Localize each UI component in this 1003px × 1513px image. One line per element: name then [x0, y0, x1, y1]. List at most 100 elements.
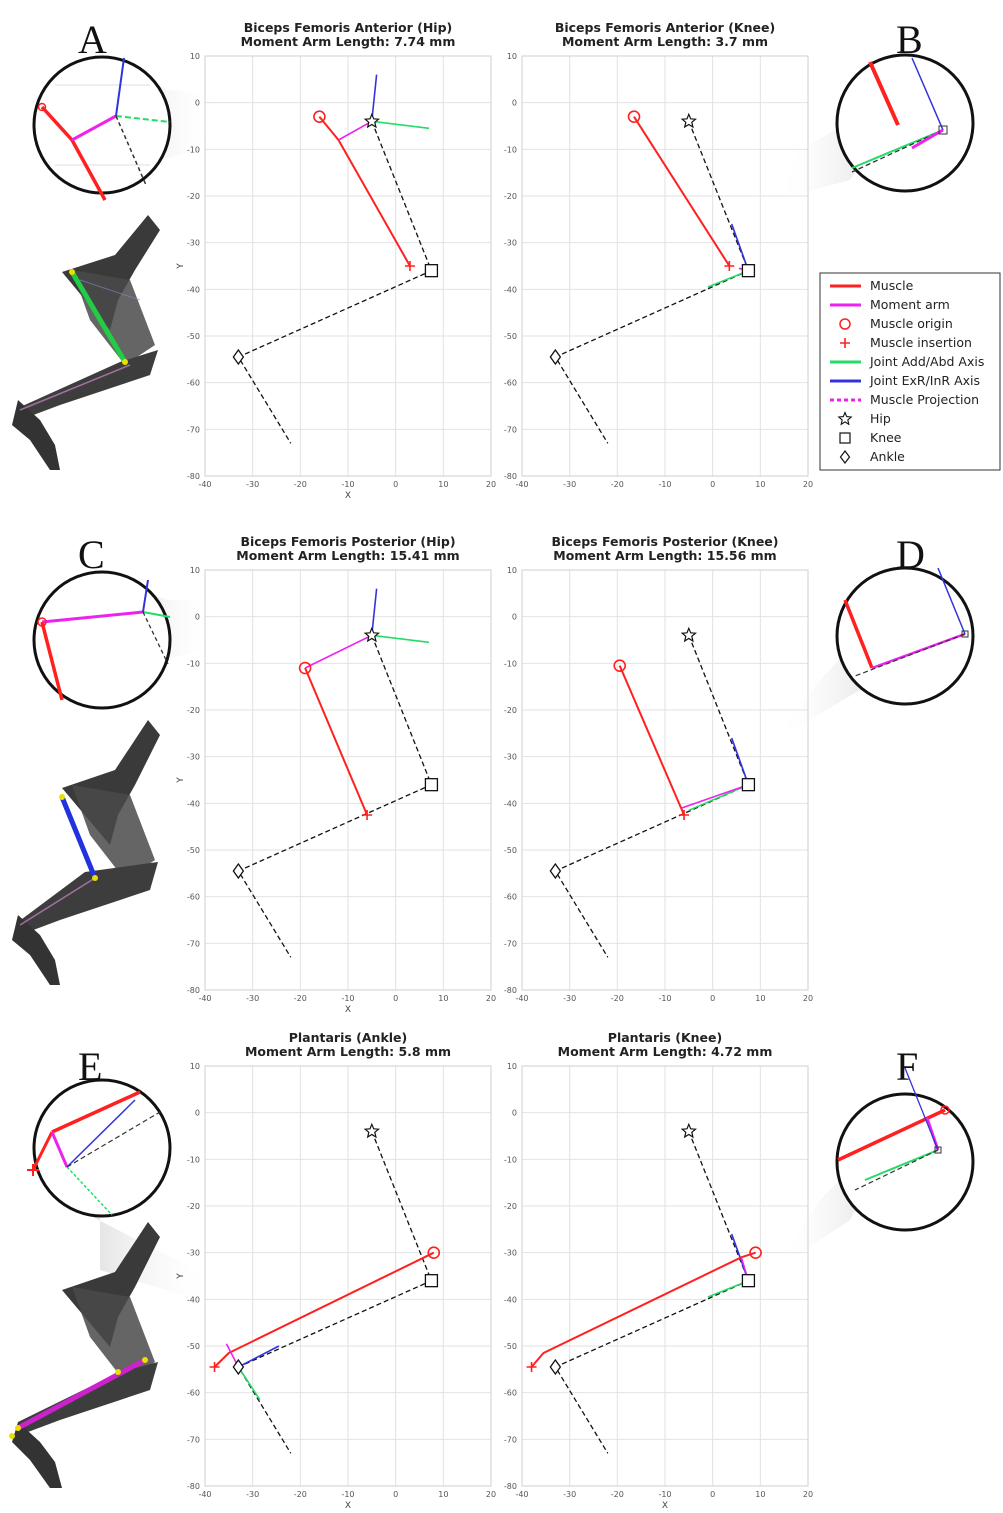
ankle-marker — [232, 348, 245, 366]
chart-panel-3: Biceps Femoris Posterior (Hip)Moment Arm… — [176, 534, 496, 1015]
y-tick-label: 10 — [190, 1062, 200, 1071]
x-tick-label: 10 — [438, 994, 448, 1003]
x-tick-label: -40 — [515, 480, 528, 489]
muscle-insertion-marker — [724, 261, 735, 271]
x-axis-label: X — [345, 1005, 351, 1015]
legend-item: Joint Add/Abd Axis — [830, 354, 984, 369]
x-tick-label: -20 — [294, 1490, 307, 1499]
x-tick-label: -20 — [611, 994, 624, 1003]
legend-label: Moment arm — [870, 297, 950, 312]
plot-title-line-2: Moment Arm Length: 3.7 mm — [562, 34, 768, 49]
joint-exr-inr-axis — [371, 588, 378, 636]
x-tick-label: 0 — [393, 1490, 398, 1499]
legend-label: Muscle insertion — [870, 335, 972, 350]
x-tick-label: -20 — [611, 480, 624, 489]
legend-item: Knee — [839, 430, 902, 445]
legend-item: Muscle origin — [839, 316, 953, 331]
x-tick-label: 10 — [438, 480, 448, 489]
legend-label: Joint Add/Abd Axis — [869, 354, 984, 369]
inset-b — [835, 53, 975, 193]
muscle-path — [618, 665, 686, 816]
x-axis-label: X — [345, 491, 351, 501]
zoom-cones — [60, 62, 905, 1300]
knee-marker — [741, 264, 756, 278]
y-tick-label: -70 — [504, 1435, 517, 1444]
limb-segments — [554, 121, 750, 444]
grid — [521, 569, 809, 991]
plot-frame — [204, 1065, 492, 1487]
y-tick-label: -30 — [504, 1249, 517, 1258]
y-tick-label: -80 — [504, 986, 517, 995]
y-tick-label: -20 — [187, 1202, 200, 1211]
joint-exr-inr-axis — [371, 74, 378, 122]
legend-item: Muscle Projection — [830, 392, 979, 407]
x-tick-label: 10 — [755, 480, 765, 489]
y-tick-label: -10 — [504, 145, 517, 154]
y-tick-label: -50 — [187, 1342, 200, 1351]
legend-label: Ankle — [870, 449, 905, 464]
y-tick-label: -50 — [504, 332, 517, 341]
x-tick-label: -30 — [246, 994, 259, 1003]
x-tick-label: -30 — [246, 1490, 259, 1499]
y-axis-label: Y — [176, 263, 186, 270]
x-tick-label: 10 — [438, 1490, 448, 1499]
ankle-marker — [549, 1358, 562, 1376]
y-tick-label: 10 — [507, 1062, 517, 1071]
plot-title-line-2: Moment Arm Length: 7.74 mm — [241, 34, 456, 49]
ankle-marker — [549, 348, 562, 366]
hip-marker — [680, 112, 698, 129]
legend-item: Hip — [837, 411, 891, 426]
legend-item: Ankle — [839, 449, 905, 464]
knee-marker — [741, 778, 756, 792]
grid — [204, 55, 492, 477]
leg-model-3 — [9, 1222, 160, 1488]
x-axis-label: X — [662, 1501, 668, 1511]
x-tick-label: 20 — [486, 480, 496, 489]
legend-swatch — [839, 432, 851, 444]
legend-label: Knee — [870, 430, 902, 445]
legend-item: Muscle insertion — [840, 335, 972, 350]
inset-a — [32, 55, 172, 201]
chart-panel-2: Biceps Femoris Anterior (Knee)Moment Arm… — [504, 20, 813, 489]
muscle-projection — [531, 1252, 756, 1368]
y-tick-label: -60 — [504, 893, 517, 902]
hip-marker — [363, 1122, 381, 1139]
limb-segments — [237, 635, 433, 958]
x-axis-label: X — [345, 1501, 351, 1511]
y-tick-label: 0 — [512, 1109, 517, 1118]
plot-title-line-1: Biceps Femoris Anterior (Knee) — [555, 20, 775, 35]
y-tick-label: 0 — [195, 1109, 200, 1118]
chart-panel-1: Biceps Femoris Anterior (Hip)Moment Arm … — [176, 20, 496, 501]
legend-label: Muscle — [870, 278, 914, 293]
ankle-marker — [232, 862, 245, 880]
knee-marker — [424, 1274, 439, 1288]
joint-add-abd-axis — [371, 634, 430, 644]
x-tick-label: -10 — [658, 1490, 671, 1499]
inset-c — [32, 570, 172, 710]
y-tick-label: -10 — [187, 659, 200, 668]
joint-exr-inr-axis — [238, 1345, 280, 1368]
y-tick-label: -40 — [504, 285, 517, 294]
y-tick-label: -20 — [504, 1202, 517, 1211]
x-tick-label: -30 — [563, 994, 576, 1003]
x-tick-label: -40 — [198, 480, 211, 489]
y-tick-label: -40 — [504, 799, 517, 808]
y-tick-label: -80 — [187, 986, 200, 995]
y-tick-label: 10 — [507, 566, 517, 575]
y-axis-label: Y — [176, 777, 186, 784]
y-tick-label: -30 — [187, 1249, 200, 1258]
y-tick-label: 10 — [190, 52, 200, 61]
y-tick-label: -50 — [187, 846, 200, 855]
hip-marker — [363, 112, 381, 129]
plot-title-line-1: Plantaris (Ankle) — [289, 1030, 408, 1045]
limb-segments — [554, 1131, 750, 1454]
legend-item: Moment arm — [830, 297, 950, 312]
y-tick-label: -50 — [187, 332, 200, 341]
hip-marker — [680, 1122, 698, 1139]
limb-segments — [237, 121, 433, 444]
y-axis-label: Y — [176, 1273, 186, 1280]
knee-marker — [741, 1274, 756, 1288]
x-tick-label: -40 — [515, 994, 528, 1003]
limb-segments — [237, 1131, 433, 1454]
knee-marker — [424, 264, 439, 278]
